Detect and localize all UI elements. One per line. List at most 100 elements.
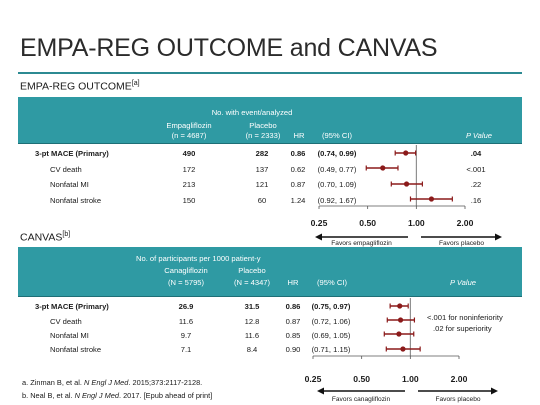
x-tick-label: 2.00 (457, 218, 474, 228)
trial-label-empa: EMPA-REG OUTCOME[a] (20, 80, 140, 93)
row-ci: (0.70, 1.09) (317, 180, 357, 189)
col-drug-n-empa: (n = 4687) (171, 131, 207, 140)
row-hr: 0.86 (290, 149, 306, 158)
row-hr: 0.87 (290, 180, 306, 189)
x-tick-label: 0.50 (359, 218, 376, 228)
row-label: Nonfatal stroke (50, 196, 102, 205)
favors-left-arrowhead (315, 233, 322, 241)
x-tick-label: 0.25 (305, 374, 322, 384)
col-ci-empa: (95% CI) (322, 131, 352, 140)
footnote-a: a. Zinman B, et al. N Engl J Med. 2015;3… (22, 378, 202, 387)
x-tick-label: 0.25 (311, 218, 328, 228)
col-drug-n-canvas: (N = 5795) (167, 278, 205, 287)
row-ci: (0.69, 1.05) (311, 331, 351, 340)
row-drug: 172 (182, 165, 196, 174)
group-header-empa: No. with event/analyzed (211, 108, 293, 117)
favors-right-arrowhead (495, 233, 502, 241)
point-estimate (403, 150, 409, 156)
row-placebo: 60 (257, 196, 267, 205)
x-tick-label: 1.00 (402, 374, 419, 384)
x-tick-label: 0.50 (353, 374, 370, 384)
row-placebo: 121 (255, 180, 269, 189)
col-hr-empa: HR (293, 131, 305, 140)
favors-right-label: Favors placebo (439, 240, 484, 247)
row-ci: (0.72, 1.06) (311, 317, 351, 326)
slide-title: EMPA-REG OUTCOME and CANVAS (20, 34, 438, 62)
row-ci: (0.74, 0.99) (317, 149, 357, 158)
row-placebo: 8.4 (246, 345, 258, 354)
footnote-b-journal: N Engl J Med (74, 391, 119, 400)
row-hr: 0.85 (285, 331, 301, 340)
row-placebo: 11.6 (244, 331, 260, 340)
footnote-b-citation: . 2017. [Epub ahead of print] (118, 391, 213, 400)
col-drug-canvas: Canagliflozin (164, 266, 208, 275)
row-p: <.001 (466, 165, 486, 174)
point-estimate (403, 181, 410, 187)
col-drug-empa: Empagliflozin (166, 121, 212, 130)
row-hr: 0.62 (290, 165, 306, 174)
row-label: Nonfatal MI (50, 180, 89, 189)
trial-label-canvas: CANVAS[b] (20, 231, 70, 244)
group-header-canvas: No. of participants per 1000 patient-y (136, 254, 261, 263)
favors-right-arrowhead (491, 387, 498, 395)
row-drug: 11.6 (178, 317, 194, 326)
col-p-canvas: P Value (450, 278, 477, 287)
col-placebo-n-canvas: (N = 4347) (233, 278, 271, 287)
row-label: Nonfatal MI (50, 331, 89, 340)
row-drug: 213 (182, 180, 196, 189)
row-p: .22 (470, 180, 482, 189)
favors-right-label: Favors placebo (435, 396, 480, 403)
point-estimate (396, 331, 402, 337)
row-drug: 490 (182, 149, 196, 158)
row-drug: 26.9 (178, 302, 194, 311)
favors-left-label: Favors canagliflozin (332, 396, 391, 403)
row-ci: (0.75, 0.97) (311, 302, 351, 311)
footnote-b-authors: b. Neal B, et al. (22, 391, 75, 400)
row-drug: 150 (182, 196, 196, 205)
col-ci-canvas: (95% CI) (317, 278, 347, 287)
col-hr-canvas: HR (287, 278, 299, 287)
col-p-empa: P Value (466, 131, 493, 140)
p-note-noninferiority: <.001 for noninferiority (427, 313, 503, 322)
col-placebo-n-empa: (n = 2333) (245, 131, 281, 140)
row-p: .16 (470, 196, 482, 205)
row-hr: 0.87 (285, 317, 301, 326)
trial-name-empa: EMPA-REG OUTCOME (20, 80, 132, 93)
row-drug: 7.1 (180, 345, 192, 354)
trial-ref-canvas: [b] (62, 231, 71, 238)
col-placebo-canvas: Placebo (238, 266, 266, 275)
point-estimate (428, 196, 435, 202)
row-hr: 0.90 (285, 345, 301, 354)
footnote-a-citation: . 2015;373:2117-2128. (128, 378, 203, 387)
table-header-empa: No. with event/analyzed Empagliflozin (n… (18, 97, 522, 144)
point-estimate (400, 346, 406, 352)
footnote-b: b. Neal B, et al. N Engl J Med. 2017. [E… (22, 391, 212, 400)
row-ci: (0.92, 1.67) (317, 196, 357, 205)
row-placebo: 137 (255, 165, 269, 174)
trial-name-canvas: CANVAS (20, 231, 63, 244)
row-ci: (0.71, 1.15) (311, 345, 351, 354)
trial-ref-empa: [a] (131, 80, 140, 87)
row-label: Nonfatal stroke (50, 345, 102, 354)
favors-left-arrowhead (317, 387, 324, 395)
row-p: .04 (470, 149, 482, 158)
row-ci: (0.49, 0.77) (317, 165, 357, 174)
footnote-a-authors: a. Zinman B, et al. (22, 378, 85, 387)
favors-left-label: Favors empagliflozin (331, 240, 392, 247)
title-rule (18, 72, 522, 74)
table-header-canvas: No. of participants per 1000 patient-y C… (18, 247, 522, 297)
row-label: CV death (50, 165, 82, 174)
x-tick-label: 2.00 (451, 374, 468, 384)
row-label: 3-pt MACE (Primary) (35, 149, 109, 158)
row-label: CV death (50, 317, 82, 326)
col-placebo-empa: Placebo (249, 121, 277, 130)
footnote-a-journal: N Engl J Med (84, 378, 129, 387)
point-estimate (380, 165, 386, 171)
row-placebo: 282 (255, 149, 269, 158)
row-hr: 1.24 (290, 196, 306, 205)
row-drug: 9.7 (180, 331, 192, 340)
row-placebo: 12.8 (244, 317, 260, 326)
row-placebo: 31.5 (244, 302, 260, 311)
row-hr: 0.86 (285, 302, 301, 311)
point-estimate (397, 317, 404, 323)
